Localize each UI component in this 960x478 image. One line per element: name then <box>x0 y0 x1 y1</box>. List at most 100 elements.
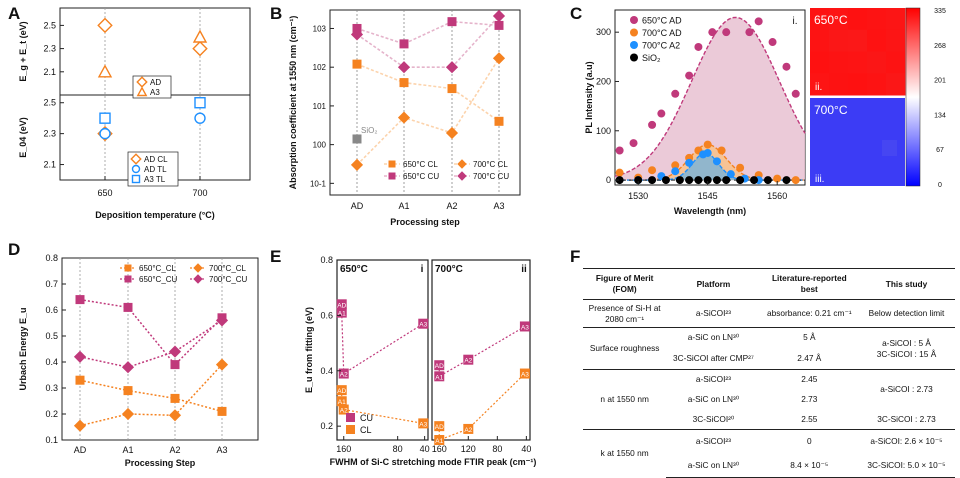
e-y-tick-label: 0.2 <box>320 421 333 431</box>
c-legend-marker <box>630 53 638 62</box>
e-point <box>434 360 445 371</box>
d-point <box>217 406 227 416</box>
d-point <box>75 295 85 305</box>
c-colorbar-tick: 201 <box>934 78 946 85</box>
c-point <box>712 157 721 166</box>
c-point <box>722 176 731 185</box>
c-point <box>675 176 684 185</box>
e-point <box>336 385 347 396</box>
e-y-tick-label: 0.4 <box>320 366 333 376</box>
c-heat-cell-hot <box>810 73 830 96</box>
c-heat-cell-hot <box>848 29 868 52</box>
c-y-tick-label: 100 <box>596 126 611 136</box>
b-point <box>399 78 409 88</box>
c-point <box>722 28 731 37</box>
c-legend-label: 650°C AD <box>642 16 682 26</box>
c-point <box>754 17 763 26</box>
cell-study: a-SiCOI: 2.6 × 10⁻⁵ <box>858 429 955 454</box>
c-point <box>671 161 680 170</box>
table-row: 3C-SiCOI after CMP²⁷ 2.47 Å <box>583 348 955 370</box>
b-point <box>350 28 364 41</box>
c-point <box>685 71 694 80</box>
b-xlabel: Processing step <box>390 217 460 227</box>
cell-study: a-SiCOI : 2.73 <box>858 369 955 410</box>
e-point-label: A3 <box>419 421 427 428</box>
b-legend-marker <box>388 160 396 168</box>
e-legend-label: CL <box>360 425 372 435</box>
e-legend-label: CU <box>360 413 373 423</box>
a-bot-y-tick-label: 2.1 <box>43 160 56 170</box>
c-point <box>773 174 782 183</box>
e-series-line <box>341 304 424 375</box>
c-heat-cell-hot <box>829 29 849 52</box>
e-legend-marker <box>346 413 355 422</box>
cell-fom: Presence of Si-H at 2080 cm⁻¹ <box>583 299 667 328</box>
d-point <box>215 358 229 371</box>
c-x-tick-label: 1530 <box>628 191 648 201</box>
e-point-label: A3 <box>521 372 529 379</box>
c-colorbar-tick: 268 <box>934 43 946 50</box>
b-y-tick-label: 10-1 <box>310 179 327 188</box>
e-point <box>418 418 429 429</box>
e-point <box>338 368 349 379</box>
e-x-tick-label: 160 <box>432 444 447 454</box>
a-legend-label: AD TL <box>144 165 167 174</box>
b-legend-marker <box>388 172 396 180</box>
d-x-tick-label: A1 <box>122 445 133 455</box>
c-point <box>712 176 721 185</box>
c-heat-cell-hot <box>886 8 906 31</box>
a-legend-marker <box>131 164 141 174</box>
cell-lit: 2.47 Å <box>797 352 822 363</box>
a-top-point <box>97 64 113 78</box>
c-y-tick-label: 200 <box>596 76 611 86</box>
d-legend-marker <box>124 264 132 272</box>
d-point <box>215 314 229 327</box>
c-heat-cell-cold <box>882 140 897 156</box>
header-fom: Figure of Merit (FOM) <box>583 268 667 300</box>
c-point <box>685 176 694 185</box>
c-frame <box>614 9 806 186</box>
a-bot-point <box>194 112 206 124</box>
e-y-tick-label: 0.6 <box>320 310 333 320</box>
cell-lit: absorbance: 0.21 cm⁻¹ <box>760 299 858 328</box>
d-y-tick-label: 0.8 <box>45 253 58 263</box>
c-xlabel: Wavelength (nm) <box>674 206 746 216</box>
e-x-tick-label: 40 <box>420 444 430 454</box>
c-heat-cell-hot <box>810 8 830 31</box>
e-x-tick-label: 80 <box>492 444 502 454</box>
cell-study: 3C-SiCOI : 2.73 <box>877 413 936 424</box>
d-y-tick-label: 0.3 <box>45 383 58 393</box>
c-point <box>648 120 657 129</box>
c-colorbar-tick: 335 <box>934 8 946 15</box>
c-fit-magenta <box>614 16 806 177</box>
a-legend-label: A3 TL <box>144 175 166 184</box>
b-point <box>397 61 411 74</box>
b-y-tick-label: 103 <box>313 24 327 33</box>
c-point <box>736 176 745 185</box>
d-legend-label: 650°C_CU <box>139 275 178 284</box>
cell-platform: a-SiC on LN³⁰ <box>687 394 740 404</box>
c-point <box>634 176 643 185</box>
panel-tag-a: A <box>8 4 21 23</box>
c-point <box>685 158 694 167</box>
e-x-tick-label: 80 <box>393 444 403 454</box>
c-point <box>661 176 670 185</box>
d-point <box>121 361 135 374</box>
b-point <box>494 20 504 30</box>
cell-platform: 3C-SiCOI²⁰ <box>692 413 735 424</box>
c-heat-sub-label: ii. <box>815 82 822 93</box>
table-row: n at 1550 nm a-SiCOI²³ 2.45 a-SiCOI : 2.… <box>583 369 955 430</box>
e-series-line <box>438 325 526 378</box>
c-heat-cell-hot <box>886 73 906 96</box>
c-point <box>648 176 657 185</box>
d-legend-label: 700°C_CU <box>209 275 248 284</box>
d-series-line <box>79 319 223 368</box>
c-heat-cell-hot <box>867 73 887 96</box>
cell-lit: 2.55 <box>801 413 818 424</box>
e-point <box>338 404 349 415</box>
cell-study: a-SiCOI : 5 Å <box>882 337 931 348</box>
e-point-label: A3 <box>419 322 427 329</box>
a-top-point <box>192 29 208 43</box>
d-series-line <box>79 364 223 427</box>
